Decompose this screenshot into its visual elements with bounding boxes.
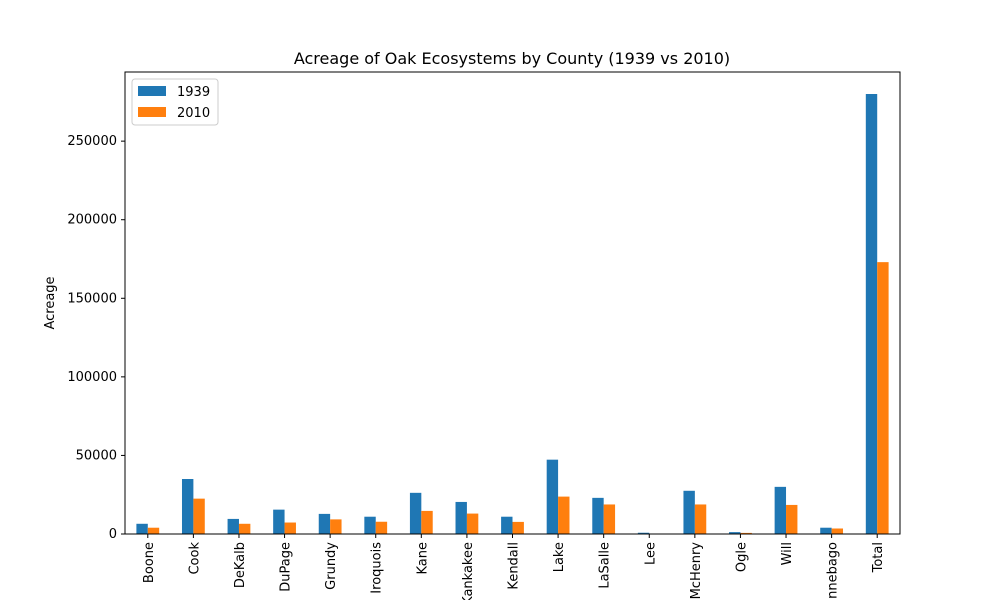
bar-1939-will [775, 487, 786, 534]
x-tick-label: Grundy [324, 542, 339, 590]
x-tick-label: Boone [142, 542, 157, 583]
x-tick-label: McHenry [689, 542, 704, 600]
bar-2010-iroquois [376, 522, 387, 534]
bar-1939-mchenry [683, 491, 694, 534]
x-axis-ticks: Boone Cook DeKalb DuPage Grundy Iroquois Kane K… [142, 534, 886, 600]
bar-1939-dekalb [228, 519, 239, 534]
bar-1939-kendall [501, 517, 512, 534]
bar-1939-lake [547, 460, 558, 534]
x-tick-label: Total [871, 542, 886, 573]
x-tick-label: Lee [643, 542, 658, 565]
legend-label-2010: 2010 [177, 106, 210, 121]
bar-2010-boone [148, 528, 159, 534]
bar-1939-boone [136, 524, 147, 534]
bar-1939-iroquois [364, 517, 375, 534]
x-tick-label: Kane [415, 542, 430, 575]
bar-2010-will [786, 505, 797, 534]
bar-2010-cook [193, 499, 204, 534]
bar-2010-lasalle [604, 504, 615, 534]
y-tick-label: 200000 [67, 213, 117, 228]
bar-2010-grundy [330, 519, 341, 534]
y-tick-label: 50000 [76, 448, 117, 463]
bar-1939-total [866, 94, 877, 534]
y-tick-label: 100000 [67, 370, 117, 385]
legend-swatch-2010 [138, 107, 166, 117]
bar-2010-lake [558, 497, 569, 534]
x-tick-label: LaSalle [598, 542, 613, 589]
x-tick-label: DuPage [279, 542, 294, 592]
y-tick-label: 0 [109, 527, 117, 542]
x-tick-label: DeKalb [233, 542, 248, 588]
plot-frame [125, 72, 900, 534]
y-axis-label: Acreage [43, 276, 58, 329]
bar-2010-dekalb [239, 524, 250, 534]
legend-swatch-1939 [138, 86, 166, 96]
x-tick-label: Kendall [507, 542, 522, 590]
y-tick-label: 250000 [67, 134, 117, 149]
y-tick-label: 150000 [67, 291, 117, 306]
bar-1939-dupage [273, 510, 284, 534]
x-tick-label: Kankakee [461, 542, 476, 600]
bar-1939-kankakee [456, 502, 467, 534]
bar-2010-kankakee [467, 514, 478, 534]
legend-label-1939: 1939 [177, 85, 210, 100]
x-tick-label: Winnebago [826, 542, 841, 600]
bar-2010-dupage [285, 523, 296, 534]
bar-1939-cook [182, 479, 193, 534]
bar-2010-mchenry [695, 504, 706, 534]
x-tick-label: Ogle [734, 542, 749, 572]
bar-2010-total [877, 262, 888, 534]
bar-2010-kane [421, 511, 432, 534]
bar-1939-kane [410, 493, 421, 534]
x-tick-label: Iroquois [370, 542, 385, 594]
bar-1939-winnebago [820, 528, 831, 534]
bars-group [136, 94, 888, 534]
bar-2010-kendall [513, 522, 524, 534]
bar-1939-grundy [319, 514, 330, 534]
x-tick-label: Cook [187, 542, 202, 575]
chart-title: Acreage of Oak Ecosystems by County (193… [294, 49, 730, 68]
legend: 1939 2010 [132, 79, 218, 125]
x-tick-label: Lake [552, 542, 567, 572]
bar-2010-winnebago [832, 529, 843, 535]
y-axis-ticks: 0 50000 100000 150000 200000 250000 [67, 134, 125, 542]
bar-1939-lasalle [592, 498, 603, 534]
x-tick-label: Will [780, 542, 795, 565]
